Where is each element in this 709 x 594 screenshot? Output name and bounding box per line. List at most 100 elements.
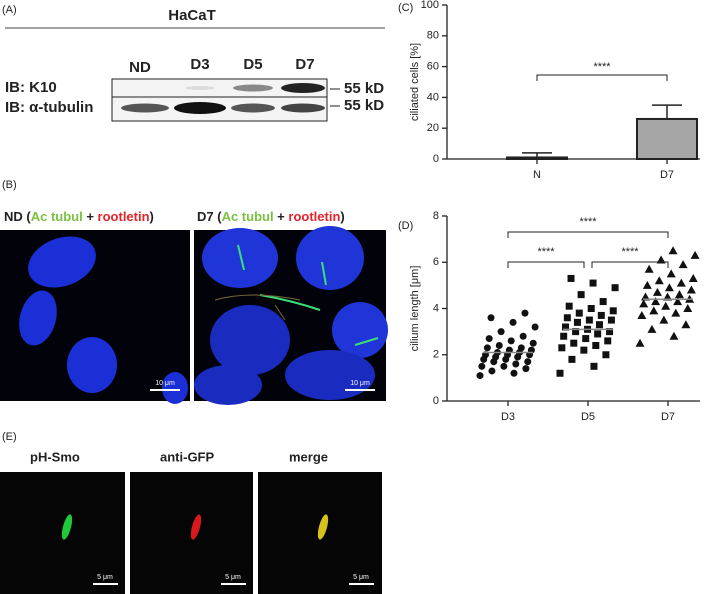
data-point: [690, 250, 700, 259]
data-point: [611, 284, 619, 292]
y-tick-label: 6: [433, 256, 439, 268]
micrograph: [0, 472, 382, 594]
data-point: [683, 304, 693, 312]
data-point: [568, 355, 576, 363]
data-point: [656, 255, 666, 264]
panel-label: (A): [2, 4, 17, 16]
data-point: [644, 264, 654, 273]
bar: [506, 156, 568, 161]
lane-label: D5: [243, 56, 262, 73]
data-point: [673, 297, 683, 306]
data-point: [556, 369, 564, 377]
data-point: [590, 362, 598, 370]
panel-label: (C): [398, 2, 413, 14]
data-point: [659, 315, 669, 324]
data-point: [681, 320, 691, 329]
significance-bracket: [591, 261, 669, 268]
bar: [636, 117, 698, 160]
image-title: ND (Ac tubul + rootletin): [4, 209, 154, 224]
data-point: [661, 301, 671, 310]
data-point: [488, 367, 496, 375]
data-point: [507, 337, 515, 345]
y-tick-label: 80: [427, 30, 439, 42]
data-point: [686, 285, 696, 294]
data-point: [688, 273, 698, 282]
y-tick-label: 40: [427, 91, 439, 103]
image-title: merge: [289, 449, 328, 464]
data-point: [585, 316, 593, 324]
data-point: [669, 331, 679, 340]
panel-label: (B): [2, 179, 17, 191]
data-point: [510, 369, 518, 377]
image-title: anti-GFP: [160, 449, 214, 464]
data-point: [587, 305, 595, 312]
data-point: [573, 318, 581, 326]
data-point: [485, 335, 493, 343]
y-tick-label: 0: [433, 395, 439, 407]
data-point: [495, 342, 503, 349]
data-point: [558, 344, 566, 352]
data-point: [664, 283, 674, 292]
image-title: pH-Smo: [30, 449, 80, 464]
data-point: [575, 309, 583, 317]
image-title: D7 (Ac tubul + rootletin): [197, 209, 345, 224]
data-point: [678, 260, 688, 269]
x-tick-label: D5: [581, 411, 595, 423]
data-point: [637, 310, 647, 319]
blot: [111, 78, 328, 122]
panel-label: (D): [398, 220, 413, 232]
scale-label: 5 μm: [225, 574, 241, 581]
significance-bracket: [507, 231, 669, 238]
scale-label: 10 μm: [155, 380, 175, 387]
size-label: 55 kD: [344, 97, 384, 114]
data-point: [500, 362, 508, 370]
data-point: [512, 360, 520, 368]
scale-label: 5 μm: [97, 574, 113, 581]
data-point: [483, 344, 491, 352]
data-point: [604, 337, 612, 345]
lane-label: D7: [295, 56, 314, 73]
row-label: IB: α-tubulin: [5, 99, 93, 116]
data-point: [654, 276, 664, 285]
data-point: [666, 269, 676, 278]
lane-label: ND: [129, 59, 151, 76]
data-point: [517, 344, 525, 352]
data-point: [639, 299, 649, 308]
data-point: [597, 311, 605, 319]
data-point: [668, 246, 678, 255]
data-point: [529, 339, 537, 347]
x-tick-label: D7: [661, 411, 675, 423]
data-point: [580, 346, 588, 354]
x-tick-label: D3: [501, 411, 515, 423]
data-point: [560, 332, 568, 340]
micrograph: [194, 226, 388, 405]
data-point: [602, 351, 610, 359]
micrograph: [0, 230, 190, 404]
data-point: [606, 328, 614, 336]
data-point: [572, 328, 580, 336]
data-point: [577, 291, 585, 299]
data-point: [476, 372, 484, 380]
x-tick-label: N: [533, 169, 541, 181]
y-tick-label: 4: [433, 302, 439, 314]
data-point: [570, 339, 578, 347]
data-point: [592, 342, 600, 349]
data-point: [663, 292, 673, 301]
row-label: IB: K10: [5, 79, 57, 96]
data-point: [641, 292, 651, 301]
significance-label: ****: [593, 61, 611, 73]
data-point: [497, 328, 505, 336]
data-point: [478, 362, 486, 370]
y-tick-label: 20: [427, 122, 439, 134]
significance-bracket: [536, 74, 668, 81]
data-point: [607, 316, 615, 324]
data-point: [522, 365, 530, 373]
y-tick-label: 2: [433, 349, 439, 361]
scale-label: 5 μm: [353, 574, 369, 581]
blot-title: HaCaT: [168, 7, 216, 24]
y-tick-label: 0: [433, 153, 439, 165]
significance-label: ****: [579, 216, 597, 228]
data-point: [589, 279, 597, 287]
significance-bracket: [507, 261, 585, 268]
